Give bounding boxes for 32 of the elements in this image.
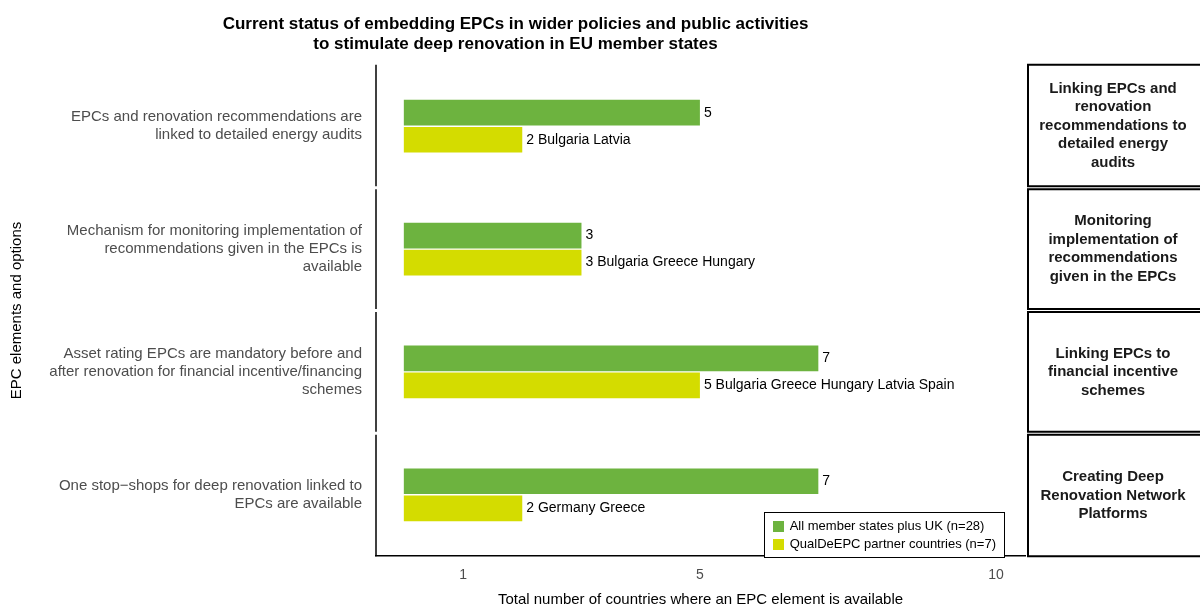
bar xyxy=(403,495,523,522)
legend-label: QualDeEPC partner countries (n=7) xyxy=(789,535,996,553)
bar xyxy=(403,345,819,372)
legend-label: All member states plus UK (n=28) xyxy=(789,517,985,535)
bar xyxy=(403,372,700,399)
text: Monitoring implementation of recommendations given in the EPCs xyxy=(1048,211,1179,284)
text: Linking EPCs to financial incentive schemes xyxy=(1047,343,1179,398)
bar xyxy=(403,249,582,276)
data-label: 2 Bulgaria Latvia xyxy=(526,130,631,147)
bar xyxy=(403,126,523,153)
y-tick-label: EPCs and renovation recommendations are linked to detailed energy audits xyxy=(71,107,362,143)
data-label: 7 xyxy=(822,349,831,366)
text: Linking EPCs and renovation recommendations to detailed energy audits xyxy=(1039,78,1187,170)
data-label: 5 Bulgaria Greece Hungary Latvia Spain xyxy=(703,376,955,393)
bar xyxy=(403,468,819,495)
data-label: 2 Germany Greece xyxy=(526,499,646,516)
y-tick-label: Asset rating EPCs are mandatory before and after renovation for financial incentive/financing schemes xyxy=(49,344,362,398)
data-label: 5 xyxy=(703,103,712,120)
x-tick-label: 5 xyxy=(696,566,705,583)
bar xyxy=(403,222,582,249)
text: Creating Deep Renovation Network Platforms xyxy=(1040,467,1187,522)
bar xyxy=(403,99,700,126)
x-tick-label: 10 xyxy=(988,566,1004,583)
x-axis-title: Total number of countries where an EPC element is available xyxy=(497,590,904,608)
data-label: 3 Bulgaria Greece Hungary xyxy=(585,253,756,270)
data-label: 7 xyxy=(822,472,831,489)
y-tick-label: Mechanism for monitoring implementation of recommendations given in the EPCs is available xyxy=(66,221,363,275)
data-label: 3 xyxy=(585,226,594,243)
chart-title: Current status of embedding EPCs in wider policies and public activities to stimulate deep renovation in EU member states xyxy=(222,13,809,54)
y-axis-title: EPC elements and options xyxy=(7,221,25,400)
y-tick-label: One stop−shops for deep renovation linked to EPCs are available xyxy=(58,475,362,511)
x-tick-label: 1 xyxy=(459,566,468,583)
